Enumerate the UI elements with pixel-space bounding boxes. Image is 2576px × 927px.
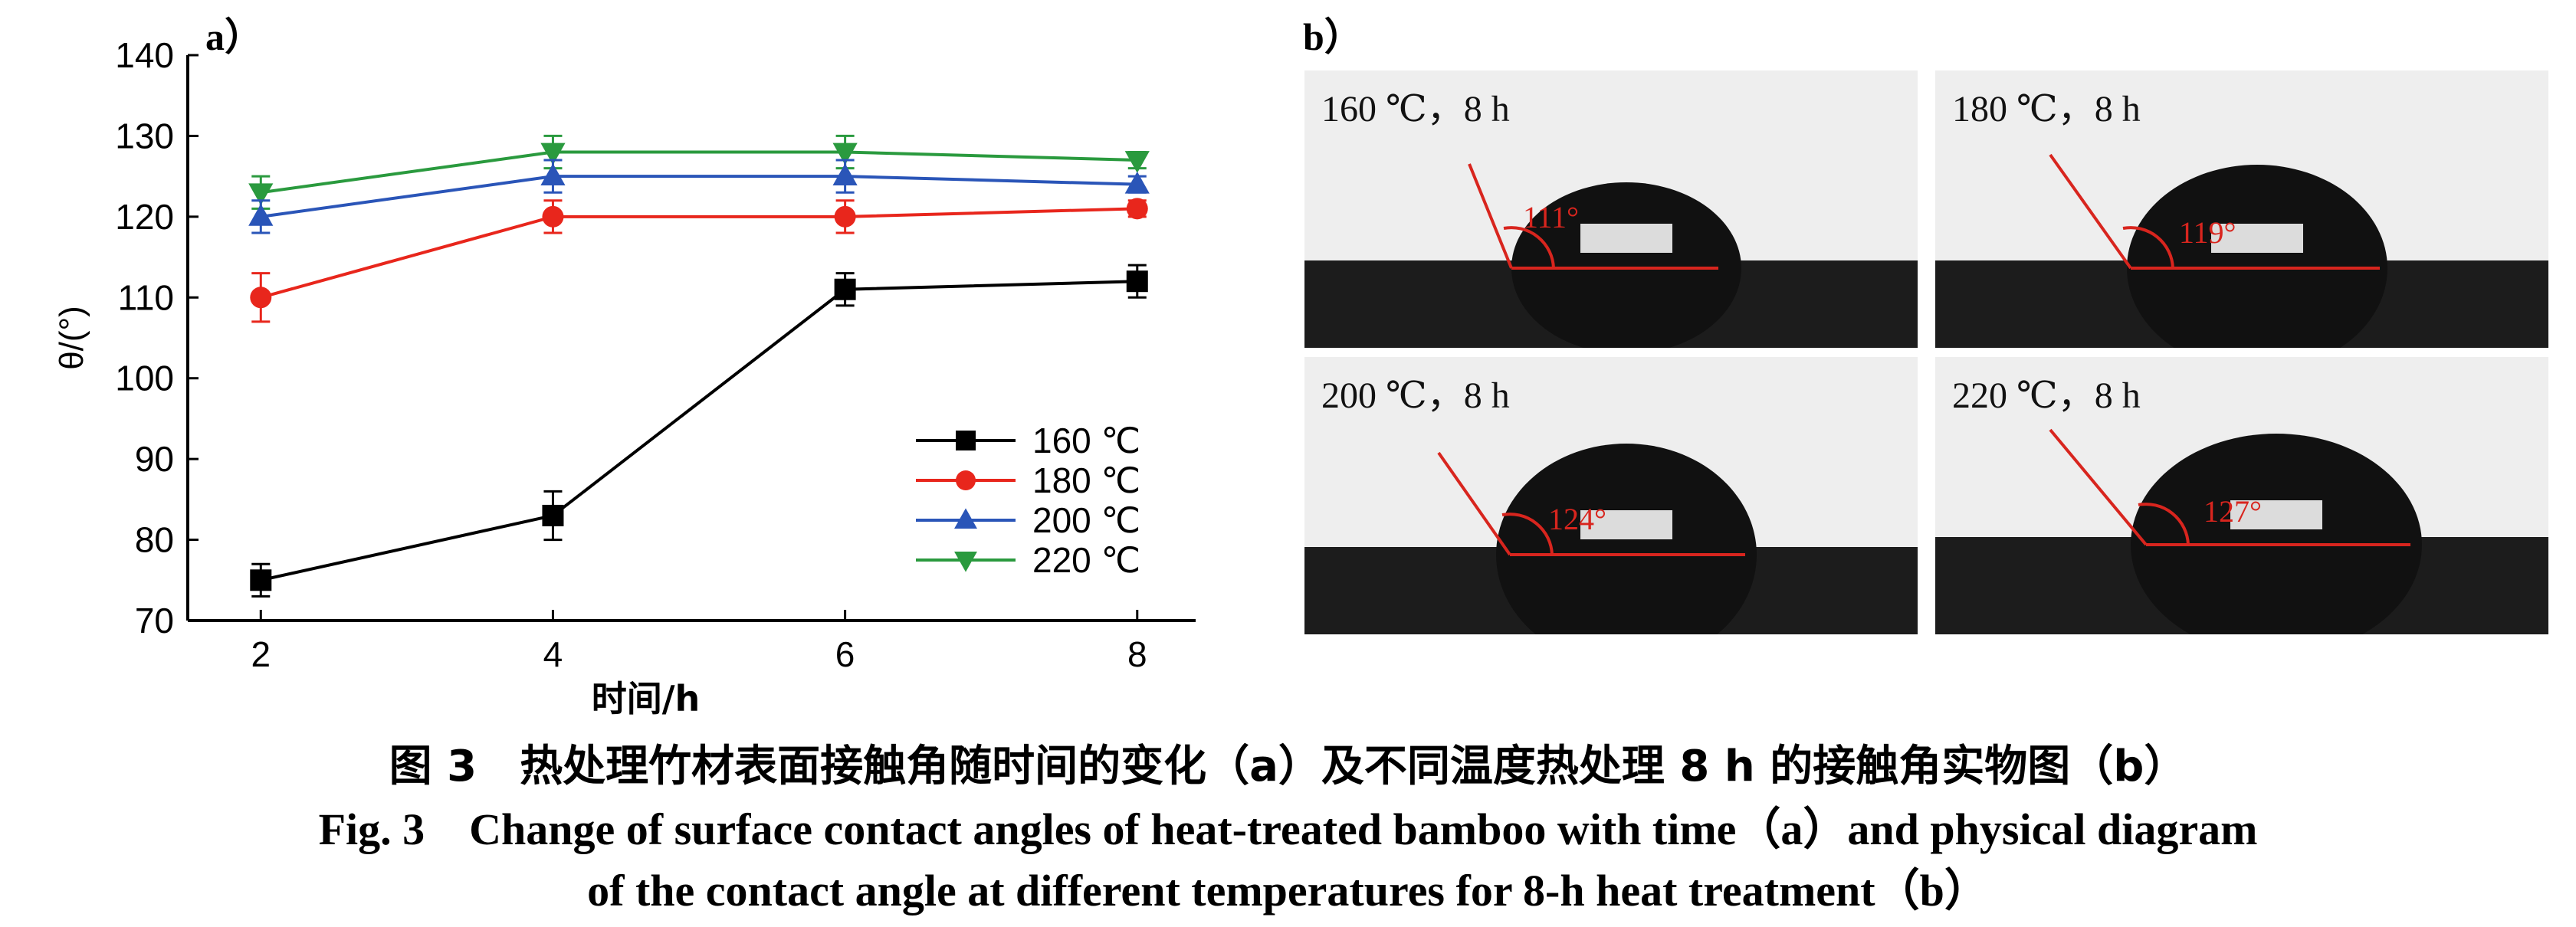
- droplet-image: [1304, 357, 1918, 634]
- x-tick-label: 6: [835, 634, 855, 674]
- droplet-image: [1304, 70, 1918, 348]
- legend-label: 220 ℃: [1032, 540, 1140, 580]
- angle-arc: [2122, 226, 2174, 269]
- panel-b-label: b）: [1303, 15, 1363, 58]
- photo-label: 200 ℃，8 h: [1321, 375, 1510, 416]
- droplet: [2131, 434, 2422, 634]
- tangent-line: [2049, 428, 2148, 546]
- photo-label: 160 ℃，8 h: [1321, 89, 1510, 129]
- droplet-highlight: [2211, 224, 2303, 253]
- legend-label: 200 ℃: [1032, 500, 1140, 540]
- x-tick-label: 8: [1127, 634, 1147, 674]
- caption-chinese: 图 3 热处理竹材表面接触角随时间的变化（a）及不同温度热处理 8 h 的接触角…: [389, 742, 2187, 791]
- y-tick-label: 140: [115, 35, 174, 75]
- y-tick-label: 70: [135, 601, 174, 640]
- droplet-image: [1935, 70, 2548, 348]
- data-point: [540, 163, 566, 186]
- tangent-line: [1468, 163, 1513, 269]
- contact-angle-value: 127°: [2204, 494, 2262, 529]
- contact-angle-chart: 70 80 90 100 110 120 130 140 2 4 6 8 时间/h θ/(°) 160 ℃1…: [53, 35, 1196, 719]
- legend-label: 180 ℃: [1032, 460, 1140, 500]
- y-axis-title: θ/(°): [53, 306, 90, 370]
- x-axis-title: 时间/h: [592, 678, 701, 719]
- data-point: [1126, 270, 1148, 293]
- y-tick-label: 80: [135, 520, 174, 560]
- series-line: [261, 175, 1137, 218]
- y-tick-label: 120: [115, 197, 174, 237]
- contact-angle-value: 124°: [1548, 502, 1606, 536]
- droplet-highlight: [1580, 224, 1672, 253]
- data-point: [832, 142, 858, 165]
- droplet-photo-220: 220 ℃，8 h 127°: [1935, 357, 2548, 634]
- data-point: [834, 205, 856, 228]
- panel-a-label: a）: [205, 15, 263, 58]
- angle-arc: [1501, 513, 1554, 555]
- series-line: [260, 207, 1137, 300]
- droplet-photo-180: 180 ℃，8 h 119°: [1935, 70, 2548, 348]
- y-tick-label: 90: [135, 439, 174, 479]
- contact-angle-value: 111°: [1523, 200, 1580, 234]
- data-point: [248, 204, 274, 226]
- tangent-line: [2049, 153, 2132, 270]
- y-tick-label: 130: [115, 116, 174, 156]
- data-point: [250, 287, 272, 309]
- legend-marker: [956, 431, 976, 450]
- legend-marker: [954, 508, 977, 529]
- caption-english-line-1: Fig. 3 Change of surface contact angles …: [318, 804, 2258, 854]
- data-point: [1126, 198, 1148, 220]
- data-point: [542, 504, 564, 526]
- droplet: [2127, 165, 2387, 348]
- angle-arc: [2138, 503, 2190, 545]
- photo-label: 220 ℃，8 h: [1952, 375, 2141, 416]
- data-point: [832, 163, 858, 186]
- droplet: [1511, 182, 1741, 348]
- data-point: [248, 183, 274, 206]
- x-tick-label: 2: [251, 634, 271, 674]
- data-point: [540, 142, 566, 165]
- y-tick-label: 110: [118, 277, 174, 317]
- tangent-line: [1437, 451, 1511, 556]
- droplet-photo-200: 200 ℃，8 h 124°: [1304, 357, 1918, 634]
- series-line: [261, 150, 1137, 195]
- data-point: [250, 569, 272, 591]
- legend-label: 160 ℃: [1032, 421, 1140, 460]
- droplet-image: [1935, 357, 2548, 634]
- caption-english-line-2: of the contact angle at different temper…: [587, 866, 1989, 916]
- droplet-highlight: [2230, 500, 2322, 529]
- y-tick-label: 100: [115, 359, 174, 398]
- legend-marker: [956, 470, 976, 490]
- series-line: [260, 280, 1137, 582]
- contact-angle-value: 119°: [2179, 215, 2236, 250]
- x-tick-label: 4: [543, 634, 563, 674]
- legend-marker: [954, 551, 977, 572]
- data-point: [542, 205, 564, 228]
- data-point: [1124, 151, 1150, 173]
- droplet-photo-160: 160 ℃，8 h 111°: [1304, 70, 1918, 348]
- data-point: [1124, 171, 1150, 194]
- data-point: [834, 278, 856, 300]
- angle-arc: [1503, 226, 1555, 269]
- photo-label: 180 ℃，8 h: [1952, 89, 2141, 129]
- droplet-highlight: [1580, 510, 1672, 539]
